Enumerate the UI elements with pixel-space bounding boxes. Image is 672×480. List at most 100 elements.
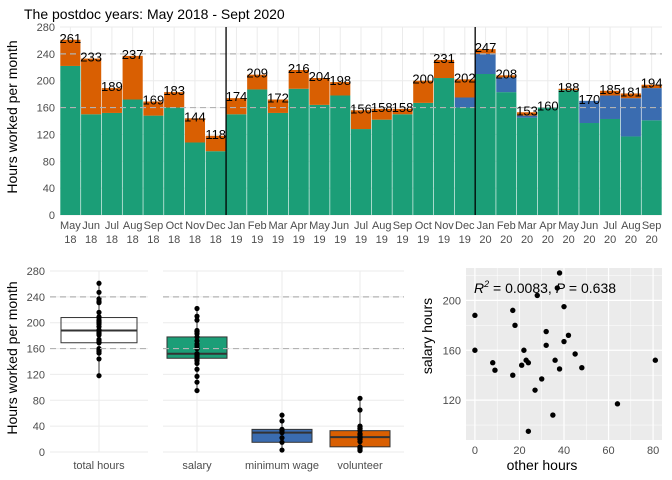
- x-tick-year: 20: [500, 234, 512, 246]
- bar-segment-volunteer: [371, 108, 392, 120]
- bar-segment-volunteer: [433, 59, 455, 79]
- bar-total-label: 247: [475, 40, 497, 55]
- y-tick-label: 240: [37, 49, 55, 61]
- scatter-x-tick-label: 40: [558, 445, 570, 457]
- scatter-point: [525, 360, 532, 366]
- box-y-tick-label: 80: [33, 395, 45, 407]
- bar-total-label: 181: [620, 84, 642, 99]
- scatter-point: [572, 351, 578, 357]
- scatter-point: [652, 357, 659, 363]
- bar-total-label: 185: [599, 82, 621, 97]
- bar-segment-volunteer: [475, 49, 496, 54]
- bar-segment-volunteer: [122, 55, 143, 100]
- bar-total-label: 200: [412, 72, 434, 87]
- bar-segment-volunteer: [143, 101, 164, 116]
- bar-total-label: 198: [329, 73, 351, 88]
- x-tick-month: Aug: [372, 220, 392, 232]
- bar-segment-salary: [454, 107, 475, 215]
- box-y-tick-label: 160: [27, 344, 45, 356]
- bar-total-label: 209: [246, 66, 268, 81]
- bar-segment-volunteer: [81, 58, 102, 115]
- x-tick-year: 20: [521, 234, 533, 246]
- boxplot-panel: 0 40 80 120 160 200 240 280 total hours salary min…: [27, 266, 404, 472]
- bar-segment-salary: [350, 129, 372, 215]
- y-tick-label: 40: [43, 183, 55, 195]
- scatter-point: [534, 292, 540, 299]
- x-tick-year: 19: [459, 234, 471, 246]
- bar-total-label: 172: [267, 91, 289, 106]
- bar-segment-volunteer: [517, 112, 538, 116]
- y-tick-label: 200: [37, 76, 55, 88]
- box-data-point: [96, 345, 102, 352]
- bar-segment-volunteer: [620, 93, 641, 99]
- scatter-point: [565, 332, 572, 339]
- bar-total-label: 169: [143, 93, 165, 108]
- scatter-point: [543, 342, 549, 348]
- y-tick-label: 280: [37, 22, 55, 34]
- bar-total-label: 188: [558, 80, 580, 95]
- box-data-point: [357, 407, 363, 413]
- scatter-x-axis-title: other hours: [507, 457, 578, 473]
- bar-segment-salary: [205, 151, 226, 215]
- x-tick-year: 20: [583, 234, 595, 246]
- bar-total-label: 204: [309, 69, 331, 84]
- box-data-point: [279, 426, 285, 432]
- y-tick-label: 0: [49, 210, 55, 222]
- bar-segment-volunteer: [267, 99, 289, 113]
- box-data-point: [279, 439, 285, 445]
- scatter-y-tick-label: 160: [443, 345, 461, 357]
- scatter-x-tick-label: 80: [647, 445, 659, 457]
- x-tick-year: 20: [479, 234, 491, 246]
- scatter-point: [556, 270, 563, 276]
- bar-total-label: 118: [205, 127, 226, 142]
- box-x-tick-label: salary: [182, 460, 212, 472]
- bar-segment-volunteer: [226, 98, 247, 115]
- scatter-y-tick-label: 120: [443, 395, 461, 407]
- x-tick-year: 19: [355, 234, 367, 246]
- bar-total-label: 158: [371, 100, 393, 115]
- box-data-point: [96, 323, 102, 330]
- y-tick-label: 160: [37, 103, 55, 115]
- bar-total-label: 233: [80, 50, 102, 65]
- x-tick-month: May: [309, 220, 330, 232]
- bar-segment-salary: [371, 119, 392, 215]
- scatter-point: [543, 328, 549, 335]
- scatter-point: [492, 367, 498, 373]
- x-tick-year: 19: [251, 234, 263, 246]
- x-tick-month: Jan: [477, 220, 495, 232]
- x-tick-year: 19: [396, 234, 408, 246]
- x-tick-year: 20: [645, 234, 657, 246]
- x-tick-year: 18: [168, 234, 180, 246]
- stat-text-part: R: [474, 280, 484, 296]
- x-tick-month: Sep: [144, 220, 164, 232]
- box-data-point: [357, 431, 363, 438]
- box-data-point: [96, 332, 102, 338]
- box-data-point: [96, 309, 102, 315]
- x-tick-month: Jan: [228, 220, 246, 232]
- bar-total-label: 216: [288, 61, 310, 76]
- bar-segment-salary: [330, 95, 351, 215]
- bar-segment-volunteer: [247, 74, 268, 90]
- bar-segment-salary: [226, 114, 247, 215]
- x-tick-month: Dec: [206, 220, 226, 232]
- scatter-point: [539, 376, 545, 382]
- bar-segment-salary: [475, 74, 496, 215]
- box-y-tick-label: 240: [27, 292, 45, 304]
- scatter-x-tick-label: 20: [513, 445, 525, 457]
- scatter-point: [579, 365, 585, 371]
- scatter-point: [554, 285, 561, 291]
- scatter-x-tick-label: 60: [602, 445, 614, 457]
- bar-total-label: 153: [516, 103, 538, 118]
- bar-segment-volunteer: [454, 79, 475, 98]
- box-data-point: [357, 446, 363, 452]
- box-data-point: [194, 329, 200, 335]
- box-data-point: [96, 296, 102, 302]
- box-data-point: [96, 356, 102, 362]
- bar-segment-minimum-wage: [475, 53, 496, 74]
- box-y-tick-label: 0: [39, 447, 45, 459]
- scatter-point: [521, 347, 527, 353]
- x-tick-month: Nov: [434, 220, 454, 232]
- x-tick-year: 19: [293, 234, 305, 246]
